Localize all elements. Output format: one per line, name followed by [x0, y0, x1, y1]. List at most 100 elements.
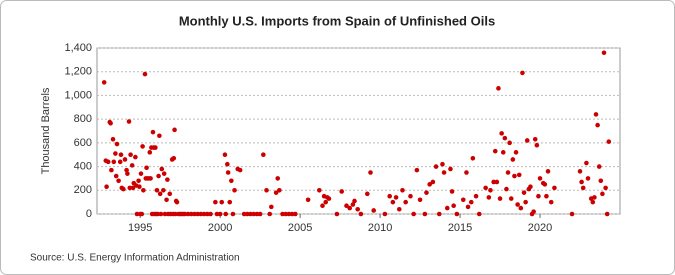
point [283, 211, 289, 217]
point [217, 211, 223, 217]
y-tick-label: 400 [74, 160, 92, 172]
point [424, 190, 429, 195]
point [422, 211, 428, 217]
x-tick-label: 2000 [208, 222, 232, 234]
point [523, 199, 528, 205]
point [460, 197, 466, 203]
point [251, 211, 257, 217]
point [305, 197, 311, 203]
point [208, 211, 213, 217]
point [229, 178, 234, 184]
point [230, 211, 236, 217]
point [293, 211, 298, 217]
point [323, 199, 329, 205]
point [504, 186, 509, 192]
point [414, 167, 420, 173]
point [189, 211, 194, 217]
point [110, 137, 116, 142]
point [454, 211, 460, 217]
point [138, 171, 144, 176]
point [468, 199, 474, 205]
point [124, 167, 129, 173]
point [173, 211, 178, 217]
point [368, 170, 373, 175]
point [569, 211, 575, 217]
point [139, 211, 145, 217]
point [449, 189, 455, 194]
point [222, 152, 228, 158]
point [488, 187, 493, 193]
x-tick-label: 2015 [448, 222, 472, 234]
point [214, 211, 220, 217]
y-tick-label: 1,200 [64, 66, 92, 78]
point [154, 187, 160, 193]
x-tick-label: 2010 [368, 222, 392, 234]
point [195, 211, 201, 217]
plot-area [96, 47, 621, 215]
x-tick-label: 1995 [128, 222, 152, 234]
x-tick-label: 2005 [288, 222, 312, 234]
point [223, 211, 229, 217]
point [134, 211, 140, 217]
point [334, 211, 340, 217]
point [417, 197, 423, 203]
point [241, 211, 247, 217]
point [136, 178, 141, 184]
point [113, 151, 118, 156]
point [156, 173, 161, 179]
point [531, 209, 536, 214]
point [109, 167, 114, 173]
point [400, 187, 405, 193]
point [499, 131, 504, 136]
point [157, 133, 162, 139]
point [111, 159, 117, 165]
point [552, 185, 557, 191]
point [320, 203, 325, 208]
point [355, 206, 361, 212]
point [286, 211, 292, 217]
point [441, 170, 447, 175]
point [606, 139, 612, 144]
point [201, 211, 207, 217]
point [532, 137, 538, 142]
point [167, 191, 173, 197]
point [513, 150, 519, 155]
point [382, 211, 388, 217]
point [542, 182, 548, 187]
point [427, 182, 432, 187]
point [267, 211, 273, 217]
point [157, 191, 163, 197]
point [516, 172, 522, 178]
point [153, 145, 158, 150]
point [497, 196, 503, 201]
y-axis-label: Thousand Barrels [40, 87, 52, 174]
y-tick-label: 1,400 [64, 42, 92, 54]
chart-title: Monthly U.S. Imports from Spain of Unfin… [179, 13, 495, 28]
point [364, 191, 370, 197]
point [512, 173, 517, 179]
point [436, 211, 442, 217]
point [492, 148, 498, 154]
point [245, 211, 250, 217]
point [171, 155, 177, 161]
point [518, 205, 524, 211]
point [579, 179, 584, 185]
point [528, 184, 533, 190]
point [500, 150, 506, 155]
point [505, 170, 511, 175]
point [387, 193, 392, 199]
y-tick-label: 600 [74, 137, 92, 149]
point [164, 197, 169, 203]
point [411, 211, 416, 217]
point [140, 144, 145, 149]
point [104, 184, 109, 190]
point [371, 208, 376, 213]
point [275, 176, 281, 181]
point [537, 176, 543, 181]
source: Source: U.S. Energy Information Administ… [30, 253, 240, 264]
point [126, 119, 132, 124]
point [248, 211, 253, 217]
point [116, 178, 121, 184]
point [584, 160, 589, 166]
point [161, 171, 167, 176]
